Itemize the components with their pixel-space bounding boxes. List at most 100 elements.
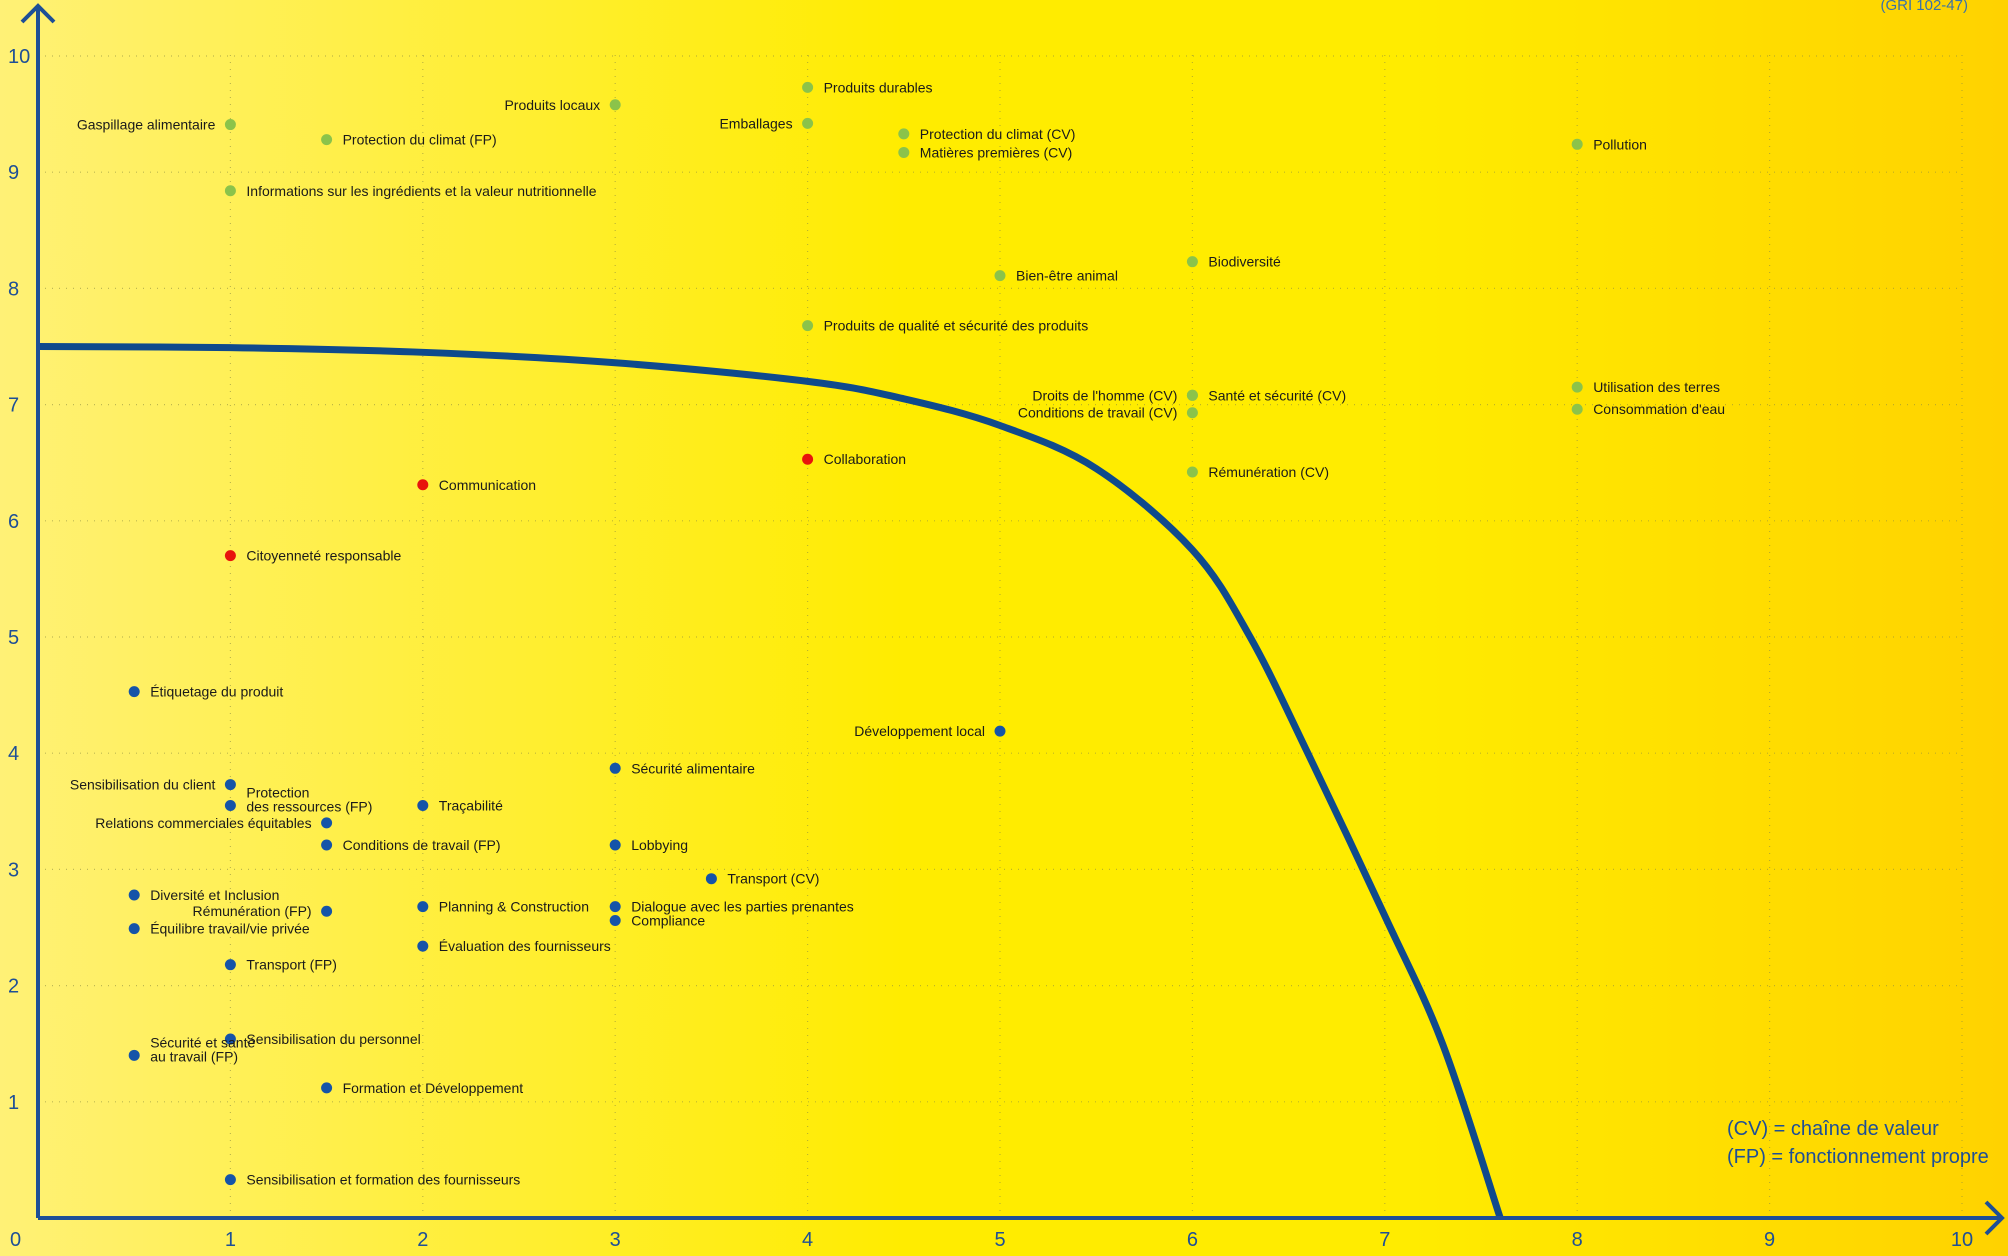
point-label: Collaboration: [824, 451, 907, 467]
materiality-threshold-curve: [37, 343, 1504, 1220]
data-point: Diversité et Inclusion: [128, 887, 279, 903]
point-marker: [417, 940, 429, 952]
x-tick-label: 6: [1187, 1229, 1198, 1251]
data-point: Conditions de travail (FP): [321, 837, 501, 853]
point-marker: [224, 185, 236, 197]
point-marker: [321, 1082, 333, 1094]
point-label: Relations commerciales équitables: [95, 815, 311, 831]
point-label: Protection du climat (CV): [920, 126, 1076, 142]
legend-cv: (CV) = chaîne de valeur: [1727, 1118, 1939, 1140]
point-label: Produits locaux: [504, 97, 600, 113]
point-marker: [128, 923, 140, 935]
data-point: Pollution: [1571, 136, 1647, 152]
x-tick-label: 9: [1764, 1229, 1775, 1251]
point-marker: [1186, 389, 1198, 401]
y-axis-arrow: [20, 3, 56, 24]
data-point: Sensibilisation du client: [70, 777, 236, 793]
data-point: Gaspillage alimentaire: [77, 117, 236, 133]
data-point: Utilisation des terres: [1571, 379, 1720, 395]
y-tick-label: 2: [8, 976, 19, 998]
data-point: Protection du climat (FP): [321, 132, 497, 148]
x-tick-label: 8: [1572, 1229, 1583, 1251]
point-marker: [224, 1174, 236, 1186]
data-point: Collaboration: [802, 451, 906, 467]
point-label: Pollution: [1593, 136, 1647, 152]
x-axis-arrow: [1984, 1200, 2005, 1236]
x-tick-label: 0: [10, 1229, 21, 1251]
point-marker: [609, 901, 621, 913]
x-tick-label: 5: [994, 1229, 1005, 1251]
data-point: Communication: [417, 477, 536, 493]
data-point: Sécurité alimentaire: [609, 760, 755, 776]
data-point: Développement local: [854, 723, 1006, 739]
point-marker: [802, 453, 814, 465]
point-marker: [321, 134, 333, 146]
point-marker: [417, 901, 429, 913]
data-point: Droits de l'homme (CV): [1032, 387, 1198, 403]
legend-fp: (FP) = fonctionnement propre: [1727, 1146, 1989, 1168]
point-marker: [1186, 256, 1198, 268]
data-point: Rémunération (CV): [1186, 464, 1329, 480]
data-point: Bien-être animal: [994, 268, 1118, 284]
y-tick-label: 8: [8, 278, 19, 300]
point-label: Droits de l'homme (CV): [1032, 387, 1177, 403]
x-tick-label: 10: [1951, 1229, 1973, 1251]
point-label: Sensibilisation du personnel: [246, 1031, 420, 1047]
point-marker: [609, 839, 621, 851]
point-label: Protection: [246, 784, 309, 800]
y-tick-label: 10: [8, 46, 30, 68]
point-marker: [128, 686, 140, 698]
point-label: Conditions de travail (FP): [343, 837, 501, 853]
data-point: Formation et Développement: [321, 1080, 523, 1096]
point-label: Compliance: [631, 913, 705, 929]
y-tick-label: 4: [8, 743, 19, 765]
data-point: Relations commerciales équitables: [95, 815, 333, 831]
point-label: Produits durables: [824, 79, 933, 95]
data-point: Produits locaux: [504, 97, 621, 113]
point-label: Planning & Construction: [439, 899, 589, 915]
data-point: Matières premières (CV): [898, 144, 1072, 160]
point-label: Matières premières (CV): [920, 144, 1072, 160]
data-point: Santé et sécurité (CV): [1186, 387, 1346, 403]
data-point: Consommation d'eau: [1571, 401, 1725, 417]
point-label: Rémunération (CV): [1208, 464, 1329, 480]
point-marker: [1571, 381, 1583, 393]
point-marker: [898, 128, 910, 140]
point-label: Traçabilité: [439, 797, 503, 813]
data-point: Étiquetage du produit: [128, 684, 283, 700]
point-marker: [705, 873, 717, 885]
data-point: Sensibilisation et formation des fournis…: [224, 1172, 520, 1188]
point-label: Emballages: [719, 115, 792, 131]
point-label: Lobbying: [631, 837, 688, 853]
y-tick-label: 6: [8, 511, 19, 533]
point-marker: [224, 1033, 236, 1045]
point-marker: [224, 959, 236, 971]
point-marker: [994, 270, 1006, 282]
point-marker: [609, 915, 621, 927]
point-label: Étiquetage du produit: [150, 684, 283, 700]
data-point: Protection du climat (CV): [898, 126, 1075, 142]
point-marker: [224, 119, 236, 131]
point-label: Formation et Développement: [343, 1080, 524, 1096]
point-marker: [1186, 407, 1198, 419]
point-label: Développement local: [854, 723, 985, 739]
point-label: Diversité et Inclusion: [150, 887, 279, 903]
y-tick-label: 3: [8, 859, 19, 881]
threshold-curve-layer: [37, 343, 1504, 1220]
data-point: Emballages: [719, 115, 814, 131]
point-marker: [224, 779, 236, 791]
data-point: Lobbying: [609, 837, 688, 853]
point-marker: [1571, 138, 1583, 150]
data-point: Équilibre travail/vie privée: [128, 921, 310, 937]
data-point: Planning & Construction: [417, 899, 589, 915]
point-label: Communication: [439, 477, 536, 493]
point-label: Santé et sécurité (CV): [1208, 387, 1346, 403]
point-marker: [224, 799, 236, 811]
y-tick-label: 5: [8, 627, 19, 649]
point-marker: [802, 117, 814, 129]
point-label: Gaspillage alimentaire: [77, 117, 216, 133]
